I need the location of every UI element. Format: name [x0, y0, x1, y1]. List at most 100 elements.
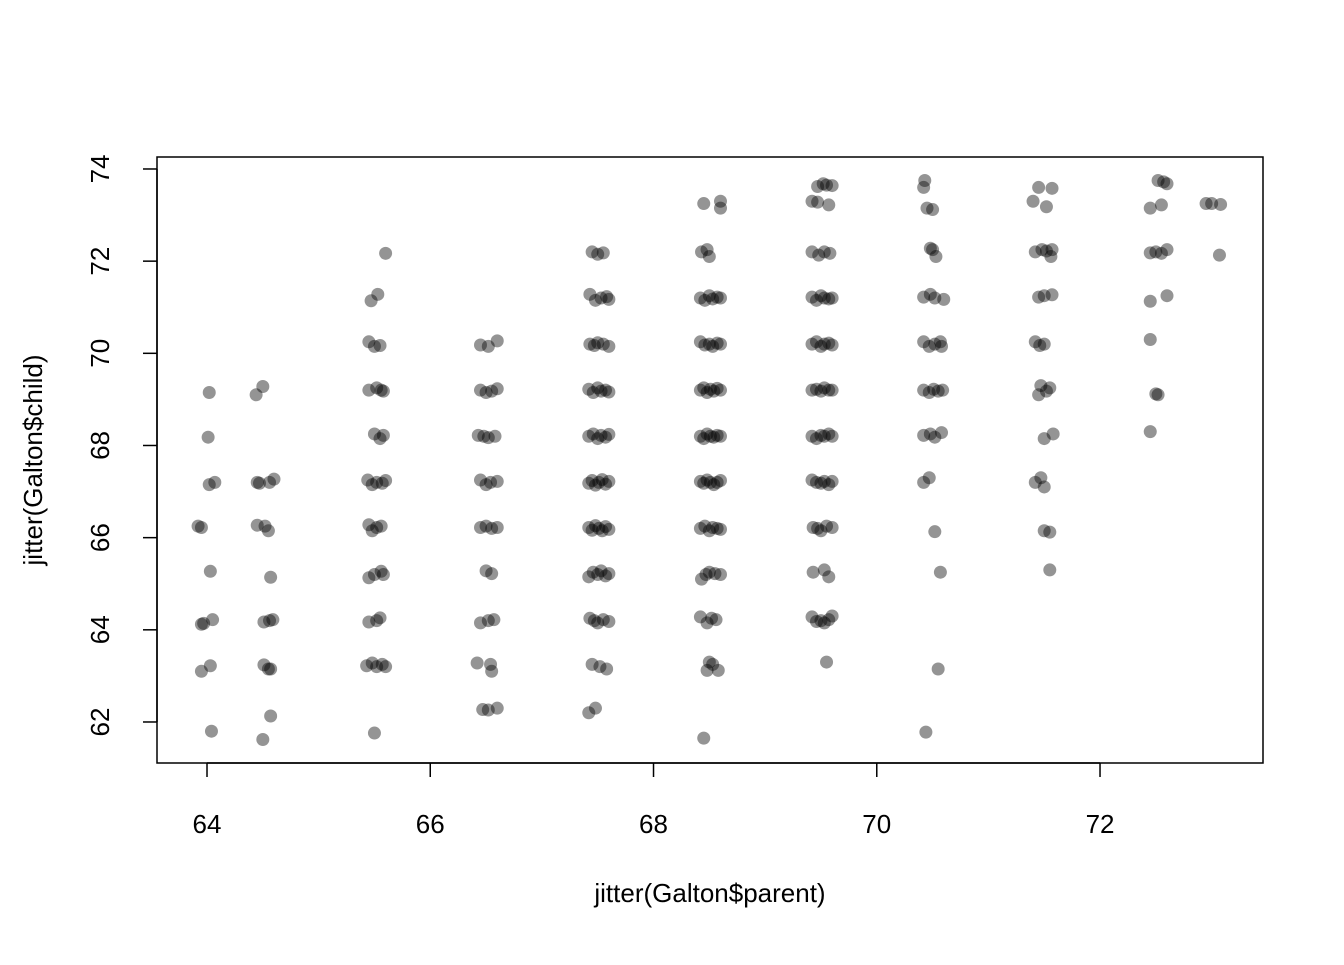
- point: [1028, 245, 1042, 259]
- point: [697, 381, 711, 395]
- point: [809, 382, 823, 396]
- point: [935, 426, 949, 440]
- point: [812, 248, 826, 262]
- point: [490, 521, 504, 535]
- point: [595, 473, 609, 487]
- point: [599, 569, 613, 583]
- point: [585, 657, 599, 671]
- point: [917, 383, 931, 397]
- point: [702, 524, 716, 538]
- point: [194, 664, 208, 678]
- point: [1212, 248, 1226, 262]
- point: [693, 429, 707, 443]
- point: [481, 614, 495, 628]
- point: [594, 564, 608, 578]
- point: [713, 337, 727, 351]
- point: [928, 291, 942, 305]
- point: [367, 339, 381, 353]
- point: [917, 290, 931, 304]
- point: [364, 294, 378, 308]
- point: [708, 567, 722, 581]
- point: [706, 339, 720, 353]
- point: [1199, 197, 1213, 211]
- point: [594, 428, 608, 442]
- point: [370, 521, 384, 535]
- point: [825, 179, 839, 193]
- point: [817, 474, 831, 488]
- point: [814, 384, 828, 398]
- x-axis-label: jitter(Galton$parent): [593, 878, 825, 908]
- point: [375, 657, 389, 671]
- point: [582, 382, 596, 396]
- point: [825, 474, 839, 488]
- point: [700, 663, 714, 677]
- point: [814, 524, 828, 538]
- x-tick-label: 72: [1086, 809, 1115, 839]
- point: [367, 726, 381, 740]
- point: [1037, 432, 1051, 446]
- point: [376, 568, 390, 582]
- point: [805, 429, 819, 443]
- point: [479, 519, 493, 533]
- point: [591, 381, 605, 395]
- point: [595, 524, 609, 538]
- point: [582, 429, 596, 443]
- point: [817, 563, 831, 577]
- point: [583, 337, 597, 351]
- point: [919, 725, 933, 739]
- point: [695, 245, 709, 259]
- point: [373, 338, 387, 352]
- x-tick-label: 66: [416, 809, 445, 839]
- point: [920, 201, 934, 215]
- point: [700, 427, 714, 441]
- point: [922, 339, 936, 353]
- point: [707, 430, 721, 444]
- point: [709, 613, 723, 627]
- point: [698, 338, 712, 352]
- point: [809, 475, 823, 489]
- point: [825, 338, 839, 352]
- point: [710, 428, 724, 442]
- point: [822, 383, 836, 397]
- point: [817, 337, 831, 351]
- point: [360, 659, 374, 673]
- point: [379, 474, 393, 488]
- point: [373, 611, 387, 625]
- point: [204, 724, 218, 738]
- point: [1149, 387, 1163, 401]
- point: [936, 383, 950, 397]
- point: [705, 611, 719, 625]
- point: [194, 521, 208, 535]
- point: [817, 616, 831, 630]
- point: [586, 427, 600, 441]
- point: [484, 657, 498, 671]
- point: [371, 287, 385, 301]
- point: [485, 664, 499, 678]
- y-tick-label: 72: [85, 247, 115, 276]
- point: [817, 429, 831, 443]
- point: [374, 383, 388, 397]
- point: [697, 432, 711, 446]
- point: [805, 473, 819, 487]
- point: [365, 656, 379, 670]
- point: [1149, 245, 1163, 259]
- point: [484, 475, 498, 489]
- point: [602, 385, 616, 399]
- point: [594, 384, 608, 398]
- point: [817, 381, 831, 395]
- y-axis-label: jitter(Galton$child): [18, 355, 48, 567]
- point: [258, 519, 272, 533]
- point: [362, 383, 376, 397]
- point: [811, 195, 825, 209]
- point: [918, 174, 932, 188]
- point: [585, 474, 599, 488]
- point: [1143, 425, 1157, 439]
- point: [1151, 174, 1165, 188]
- point: [1157, 175, 1171, 189]
- point: [811, 179, 825, 193]
- point: [809, 335, 823, 349]
- point: [706, 657, 720, 671]
- y-tick-label: 68: [85, 431, 115, 460]
- point: [707, 384, 721, 398]
